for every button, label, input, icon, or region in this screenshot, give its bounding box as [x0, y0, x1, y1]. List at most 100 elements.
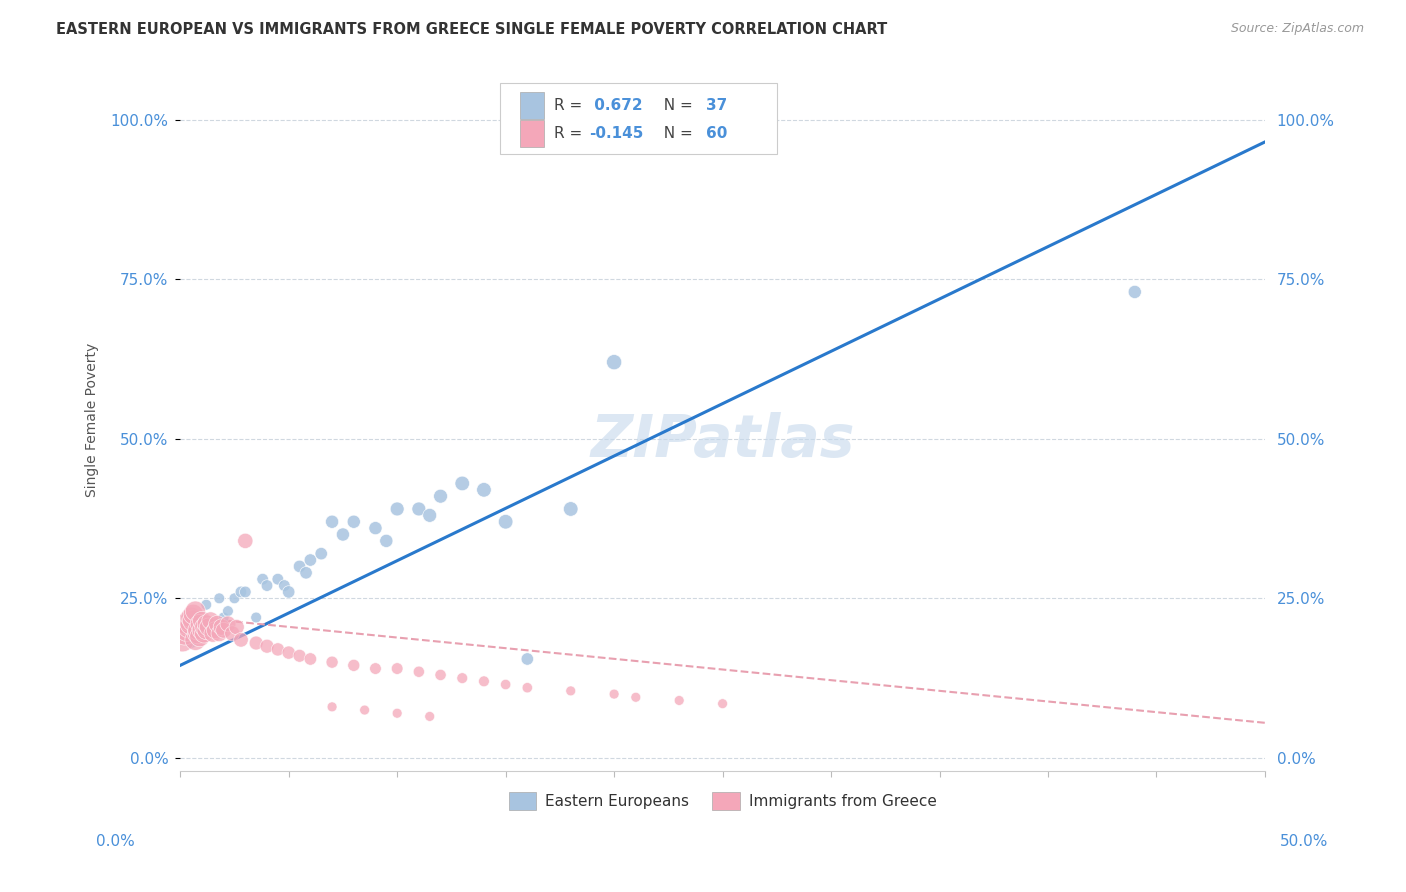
Text: N =: N = — [654, 127, 697, 141]
Point — [195, 616, 218, 631]
Point — [256, 578, 278, 592]
Point — [217, 616, 239, 631]
FancyBboxPatch shape — [520, 93, 544, 119]
Point — [364, 521, 387, 535]
Text: N =: N = — [654, 98, 697, 113]
Point — [385, 661, 408, 675]
Point — [208, 591, 231, 606]
Point — [451, 476, 474, 491]
Point — [177, 620, 200, 634]
Point — [195, 598, 218, 612]
Point — [187, 610, 209, 624]
Point — [245, 636, 267, 650]
Point — [221, 626, 243, 640]
Point — [321, 699, 343, 714]
Point — [385, 706, 408, 721]
Point — [195, 624, 218, 638]
Point — [245, 610, 267, 624]
Point — [321, 655, 343, 669]
Point — [217, 604, 239, 618]
Point — [516, 652, 538, 666]
Point — [408, 665, 430, 679]
Point — [205, 616, 228, 631]
Point — [187, 624, 209, 638]
Point — [332, 527, 354, 541]
Point — [233, 533, 256, 548]
Point — [277, 585, 299, 599]
Point — [353, 703, 375, 717]
Point — [472, 483, 495, 497]
Point — [451, 671, 474, 685]
Point — [560, 684, 582, 698]
Point — [295, 566, 318, 580]
Text: R =: R = — [554, 127, 588, 141]
Point — [267, 572, 290, 586]
Point — [252, 572, 274, 586]
Point — [224, 591, 246, 606]
Point — [177, 614, 200, 628]
Point — [212, 624, 235, 638]
Point — [273, 578, 295, 592]
Point — [188, 630, 211, 644]
Point — [375, 533, 398, 548]
Point — [364, 661, 387, 675]
Point — [495, 515, 517, 529]
Point — [180, 610, 202, 624]
Point — [201, 616, 224, 631]
Text: 60: 60 — [706, 127, 728, 141]
Point — [624, 690, 647, 705]
Point — [184, 632, 207, 647]
Point — [188, 616, 211, 631]
Text: 0.672: 0.672 — [589, 98, 643, 113]
Point — [603, 355, 626, 369]
Point — [204, 624, 226, 638]
Point — [229, 632, 252, 647]
Point — [193, 620, 215, 634]
Point — [176, 624, 198, 638]
Text: EASTERN EUROPEAN VS IMMIGRANTS FROM GREECE SINGLE FEMALE POVERTY CORRELATION CHA: EASTERN EUROPEAN VS IMMIGRANTS FROM GREE… — [56, 22, 887, 37]
Point — [267, 642, 290, 657]
Text: ZIPatlas: ZIPatlas — [591, 412, 855, 469]
Point — [288, 559, 311, 574]
Point — [288, 648, 311, 663]
Point — [429, 668, 451, 682]
Point — [208, 626, 231, 640]
Point — [516, 681, 538, 695]
Point — [209, 620, 232, 634]
Point — [193, 626, 215, 640]
Point — [201, 626, 224, 640]
Point — [419, 709, 441, 723]
Point — [181, 607, 204, 622]
Point — [495, 677, 517, 691]
Point — [191, 624, 214, 638]
Point — [343, 515, 366, 529]
Point — [343, 658, 366, 673]
Point — [299, 553, 322, 567]
Text: 50.0%: 50.0% — [1281, 834, 1329, 849]
Point — [184, 604, 207, 618]
Point — [229, 585, 252, 599]
Point — [419, 508, 441, 523]
Point — [309, 547, 332, 561]
Point — [560, 502, 582, 516]
Point — [172, 632, 194, 647]
Point — [181, 614, 204, 628]
Text: R =: R = — [554, 98, 588, 113]
Point — [472, 674, 495, 689]
Text: Source: ZipAtlas.com: Source: ZipAtlas.com — [1230, 22, 1364, 36]
Point — [187, 626, 209, 640]
Point — [711, 697, 734, 711]
Point — [212, 610, 235, 624]
Text: -0.145: -0.145 — [589, 127, 644, 141]
Point — [233, 585, 256, 599]
Point — [429, 489, 451, 503]
Text: 37: 37 — [706, 98, 727, 113]
Point — [321, 515, 343, 529]
Point — [197, 620, 219, 634]
Point — [603, 687, 626, 701]
Point — [299, 652, 322, 666]
Legend: Eastern Europeans, Immigrants from Greece: Eastern Europeans, Immigrants from Greec… — [502, 786, 943, 815]
Point — [191, 624, 214, 638]
Point — [191, 614, 214, 628]
Point — [256, 639, 278, 653]
